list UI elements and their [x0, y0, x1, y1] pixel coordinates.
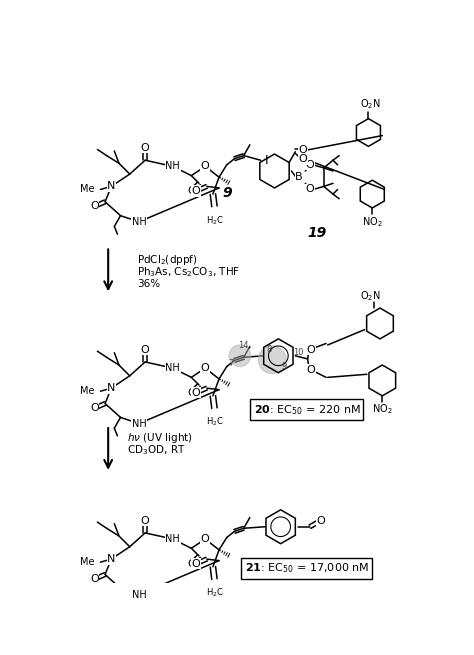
Text: 9: 9	[282, 362, 287, 371]
Text: O$_2$N: O$_2$N	[360, 97, 380, 111]
Text: NH: NH	[132, 419, 146, 428]
Text: 14: 14	[237, 341, 248, 350]
Text: B: B	[295, 172, 303, 182]
Text: O$_2$N: O$_2$N	[360, 290, 381, 303]
Text: NH: NH	[165, 534, 180, 544]
Text: PdCl$_2$(dppf): PdCl$_2$(dppf)	[137, 253, 198, 267]
Text: NH: NH	[132, 590, 146, 599]
Text: O: O	[90, 574, 99, 584]
Text: O: O	[316, 515, 325, 525]
Text: 19: 19	[307, 227, 327, 240]
Text: O: O	[191, 388, 201, 398]
Text: O: O	[306, 160, 314, 170]
Text: O: O	[306, 345, 315, 354]
Text: NH: NH	[132, 217, 146, 227]
Text: H$_2$C: H$_2$C	[206, 214, 223, 227]
Text: $\mathbf{21}$: EC$_{50}$ = 17,000 nM: $\mathbf{21}$: EC$_{50}$ = 17,000 nM	[245, 561, 369, 575]
Text: NH: NH	[165, 161, 180, 172]
Text: 8: 8	[266, 345, 272, 354]
Text: O: O	[141, 515, 149, 525]
Text: $\mathbf{20}$: EC$_{50}$ = 220 nM: $\mathbf{20}$: EC$_{50}$ = 220 nM	[254, 403, 360, 417]
Text: O: O	[299, 145, 308, 155]
Circle shape	[229, 345, 251, 367]
Text: Me: Me	[80, 185, 94, 195]
Text: O: O	[141, 345, 149, 354]
Text: NH: NH	[165, 363, 180, 373]
Text: O: O	[191, 559, 201, 569]
Text: O: O	[299, 155, 308, 164]
Text: O: O	[306, 365, 315, 375]
Circle shape	[258, 346, 286, 373]
Text: 9: 9	[222, 185, 232, 200]
Text: Me: Me	[80, 557, 94, 567]
Text: 10: 10	[293, 348, 304, 357]
Text: $h\nu$ (UV light): $h\nu$ (UV light)	[127, 431, 192, 445]
Text: O: O	[201, 534, 210, 544]
Text: NO$_2$: NO$_2$	[362, 215, 383, 229]
Text: N: N	[107, 383, 116, 393]
Text: N: N	[107, 554, 116, 564]
Text: O: O	[187, 559, 196, 569]
Text: O: O	[201, 161, 210, 172]
Text: O: O	[90, 403, 99, 413]
Text: O: O	[187, 388, 196, 398]
Text: H$_2$C: H$_2$C	[206, 416, 223, 428]
Text: N: N	[107, 181, 116, 191]
Text: Ph$_3$As, Cs$_2$CO$_3$, THF: Ph$_3$As, Cs$_2$CO$_3$, THF	[137, 265, 240, 279]
Text: O: O	[201, 363, 210, 373]
Text: O: O	[187, 186, 196, 196]
Text: O: O	[306, 185, 314, 195]
Text: NO$_2$: NO$_2$	[372, 402, 392, 416]
Text: 36%: 36%	[137, 279, 161, 290]
Text: CD$_3$OD, RT: CD$_3$OD, RT	[127, 443, 185, 457]
Text: O: O	[90, 202, 99, 212]
Text: H$_2$C: H$_2$C	[206, 587, 223, 599]
Text: O: O	[141, 143, 149, 153]
Text: I: I	[264, 154, 268, 167]
Text: O: O	[191, 186, 201, 196]
Text: Me: Me	[80, 386, 94, 396]
Text: 7: 7	[228, 359, 234, 368]
